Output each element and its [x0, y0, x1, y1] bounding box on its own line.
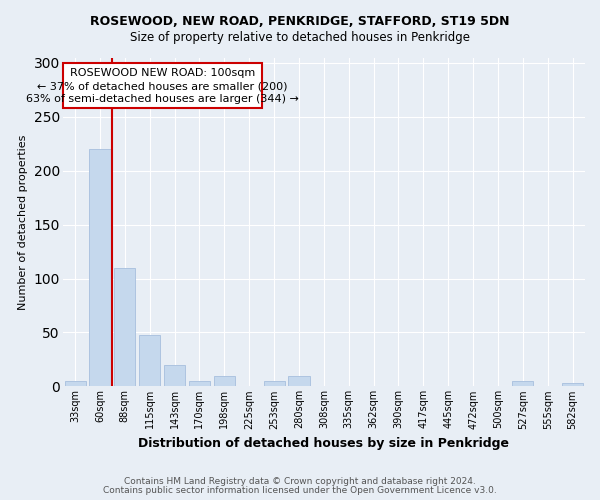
- Text: 63% of semi-detached houses are larger (344) →: 63% of semi-detached houses are larger (…: [26, 94, 299, 104]
- Bar: [263, 381, 284, 386]
- Text: ROSEWOOD NEW ROAD: 100sqm: ROSEWOOD NEW ROAD: 100sqm: [70, 68, 255, 78]
- Bar: [164, 365, 185, 386]
- Bar: [214, 376, 235, 386]
- FancyBboxPatch shape: [63, 63, 262, 108]
- Text: ← 37% of detached houses are smaller (200): ← 37% of detached houses are smaller (20…: [37, 81, 287, 91]
- Bar: [512, 381, 533, 386]
- Text: ROSEWOOD, NEW ROAD, PENKRIDGE, STAFFORD, ST19 5DN: ROSEWOOD, NEW ROAD, PENKRIDGE, STAFFORD,…: [90, 15, 510, 28]
- Text: Size of property relative to detached houses in Penkridge: Size of property relative to detached ho…: [130, 31, 470, 44]
- Bar: [189, 381, 210, 386]
- Bar: [289, 376, 310, 386]
- Text: Contains HM Land Registry data © Crown copyright and database right 2024.: Contains HM Land Registry data © Crown c…: [124, 477, 476, 486]
- Bar: [89, 149, 110, 386]
- Bar: [114, 268, 136, 386]
- X-axis label: Distribution of detached houses by size in Penkridge: Distribution of detached houses by size …: [139, 437, 509, 450]
- Bar: [65, 381, 86, 386]
- Y-axis label: Number of detached properties: Number of detached properties: [18, 134, 28, 310]
- Bar: [139, 334, 160, 386]
- Bar: [562, 383, 583, 386]
- Text: Contains public sector information licensed under the Open Government Licence v3: Contains public sector information licen…: [103, 486, 497, 495]
